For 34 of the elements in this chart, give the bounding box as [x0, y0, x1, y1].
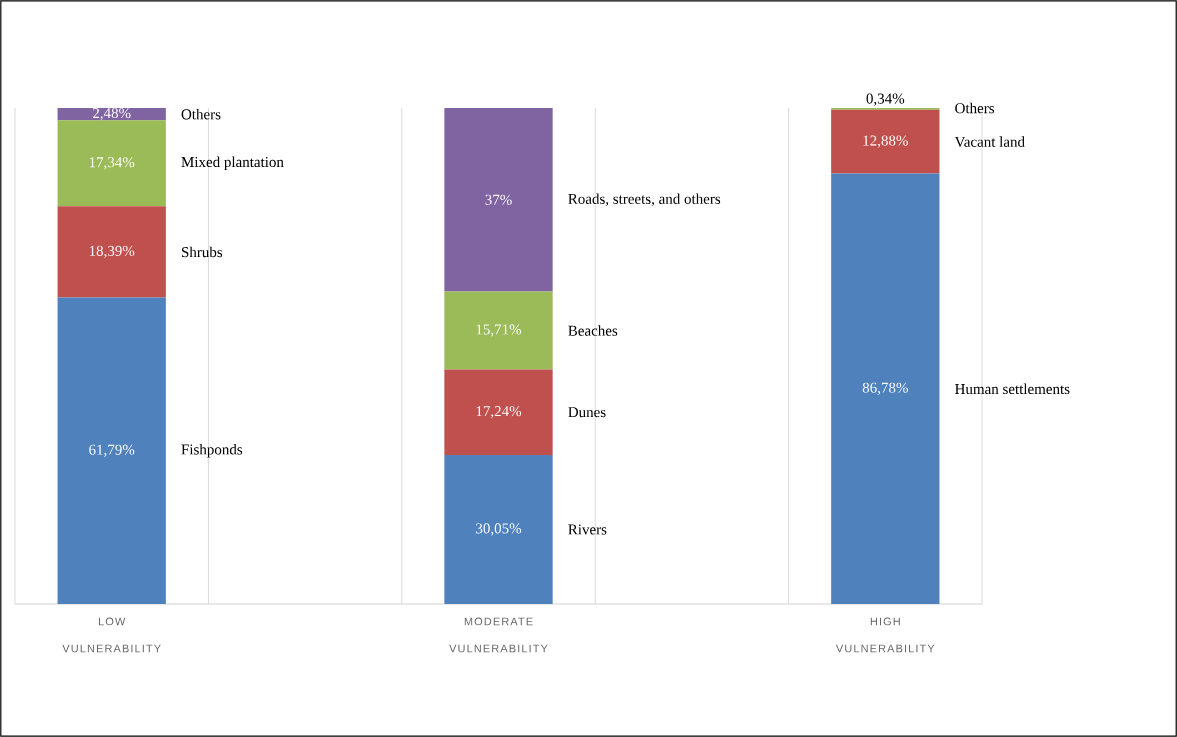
data-label: 61,79% [89, 444, 135, 457]
bar [444, 369, 553, 455]
category-label: LOW VULNERABILITY [62, 617, 161, 653]
data-label: 12,88% [863, 135, 908, 148]
bar [831, 173, 940, 604]
data-label: 15,71% [476, 324, 522, 337]
annotation: Vacant land [954, 136, 1025, 147]
category-label: HIGH VULNERABILITY [835, 617, 935, 653]
annotation: Mixed plantation [181, 156, 284, 171]
data-label: 0,34% [866, 93, 905, 106]
bar [57, 206, 166, 298]
bar [444, 291, 553, 370]
bar [57, 120, 166, 207]
bar [831, 109, 940, 174]
annotation: Fishponds [181, 443, 243, 458]
bar [444, 108, 553, 292]
data-label: 37% [485, 194, 512, 205]
data-label: 18,39% [89, 245, 135, 259]
annotation: Others [181, 108, 221, 120]
annotation: Dunes [568, 407, 606, 418]
data-label: 17,34% [89, 157, 135, 170]
data-label: 17,24% [476, 406, 522, 419]
bar [444, 454, 553, 604]
annotation: Roads, streets, and others [568, 193, 721, 207]
data-label: 30,05% [476, 523, 522, 536]
annotation: Human settlements [955, 383, 1070, 395]
annotation: Shrubs [182, 246, 223, 258]
data-label: 2,48% [92, 108, 131, 121]
annotation: Beaches [568, 325, 618, 336]
annotation: Others [955, 102, 995, 114]
annotation: Rivers [568, 524, 607, 535]
data-label: 86,78% [862, 382, 908, 395]
category-label: MODERATE VULNERABILITY [449, 617, 548, 653]
bar [57, 297, 166, 604]
